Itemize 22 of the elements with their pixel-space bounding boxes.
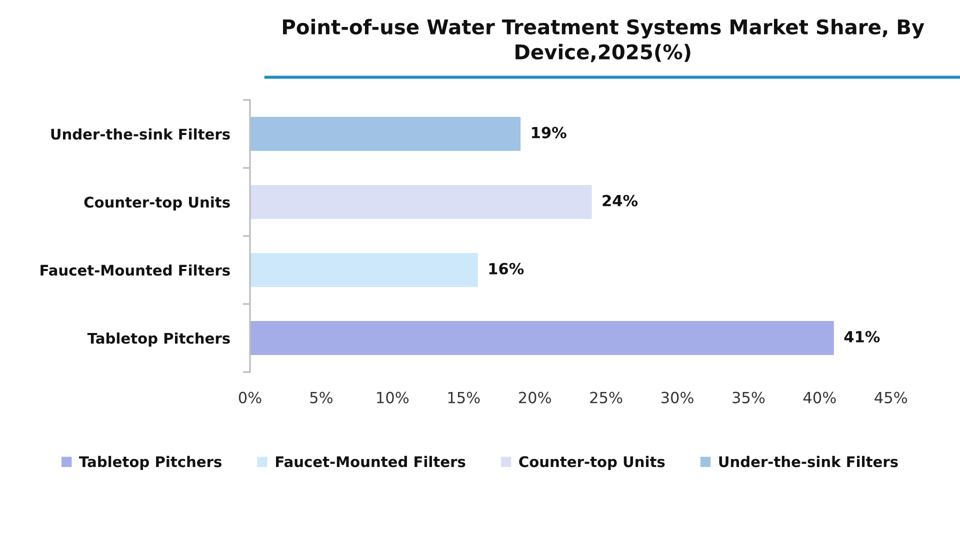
legend-label: Counter-top Units [519, 456, 665, 470]
legend-label: Faucet-Mounted Filters [276, 456, 466, 468]
y-tick-label: Tabletop Pitchers [87, 332, 230, 347]
chart-title: Point-of-use Water Treatment Systems Market Share, By Device,2025(%) [283, 18, 924, 62]
x-tick-label: 15% [448, 392, 480, 404]
x-tick-label: 20% [518, 392, 551, 404]
y-tick-label: Under-the-sink Filters [51, 128, 230, 140]
y-tick-label: Faucet-Mounted Filters [40, 264, 230, 276]
x-tick-label: 30% [661, 392, 694, 404]
data-label: 19% [532, 126, 566, 138]
x-tick-label: 40% [803, 392, 836, 404]
data-label: 41% [844, 330, 880, 342]
legend-label: Under-the-sink Filters [719, 456, 898, 468]
data-label: 24% [602, 194, 638, 206]
x-tick-label: 5% [310, 392, 332, 404]
y-tick-label: Counter-top Units [84, 196, 230, 211]
x-tick-label: 0% [238, 392, 262, 404]
x-tick-label: 45% [874, 392, 908, 404]
data-label: 16% [489, 262, 524, 274]
x-tick-label: 35% [732, 392, 765, 404]
x-tick-label: 25% [590, 392, 622, 404]
x-tick-label: 10% [377, 392, 409, 404]
